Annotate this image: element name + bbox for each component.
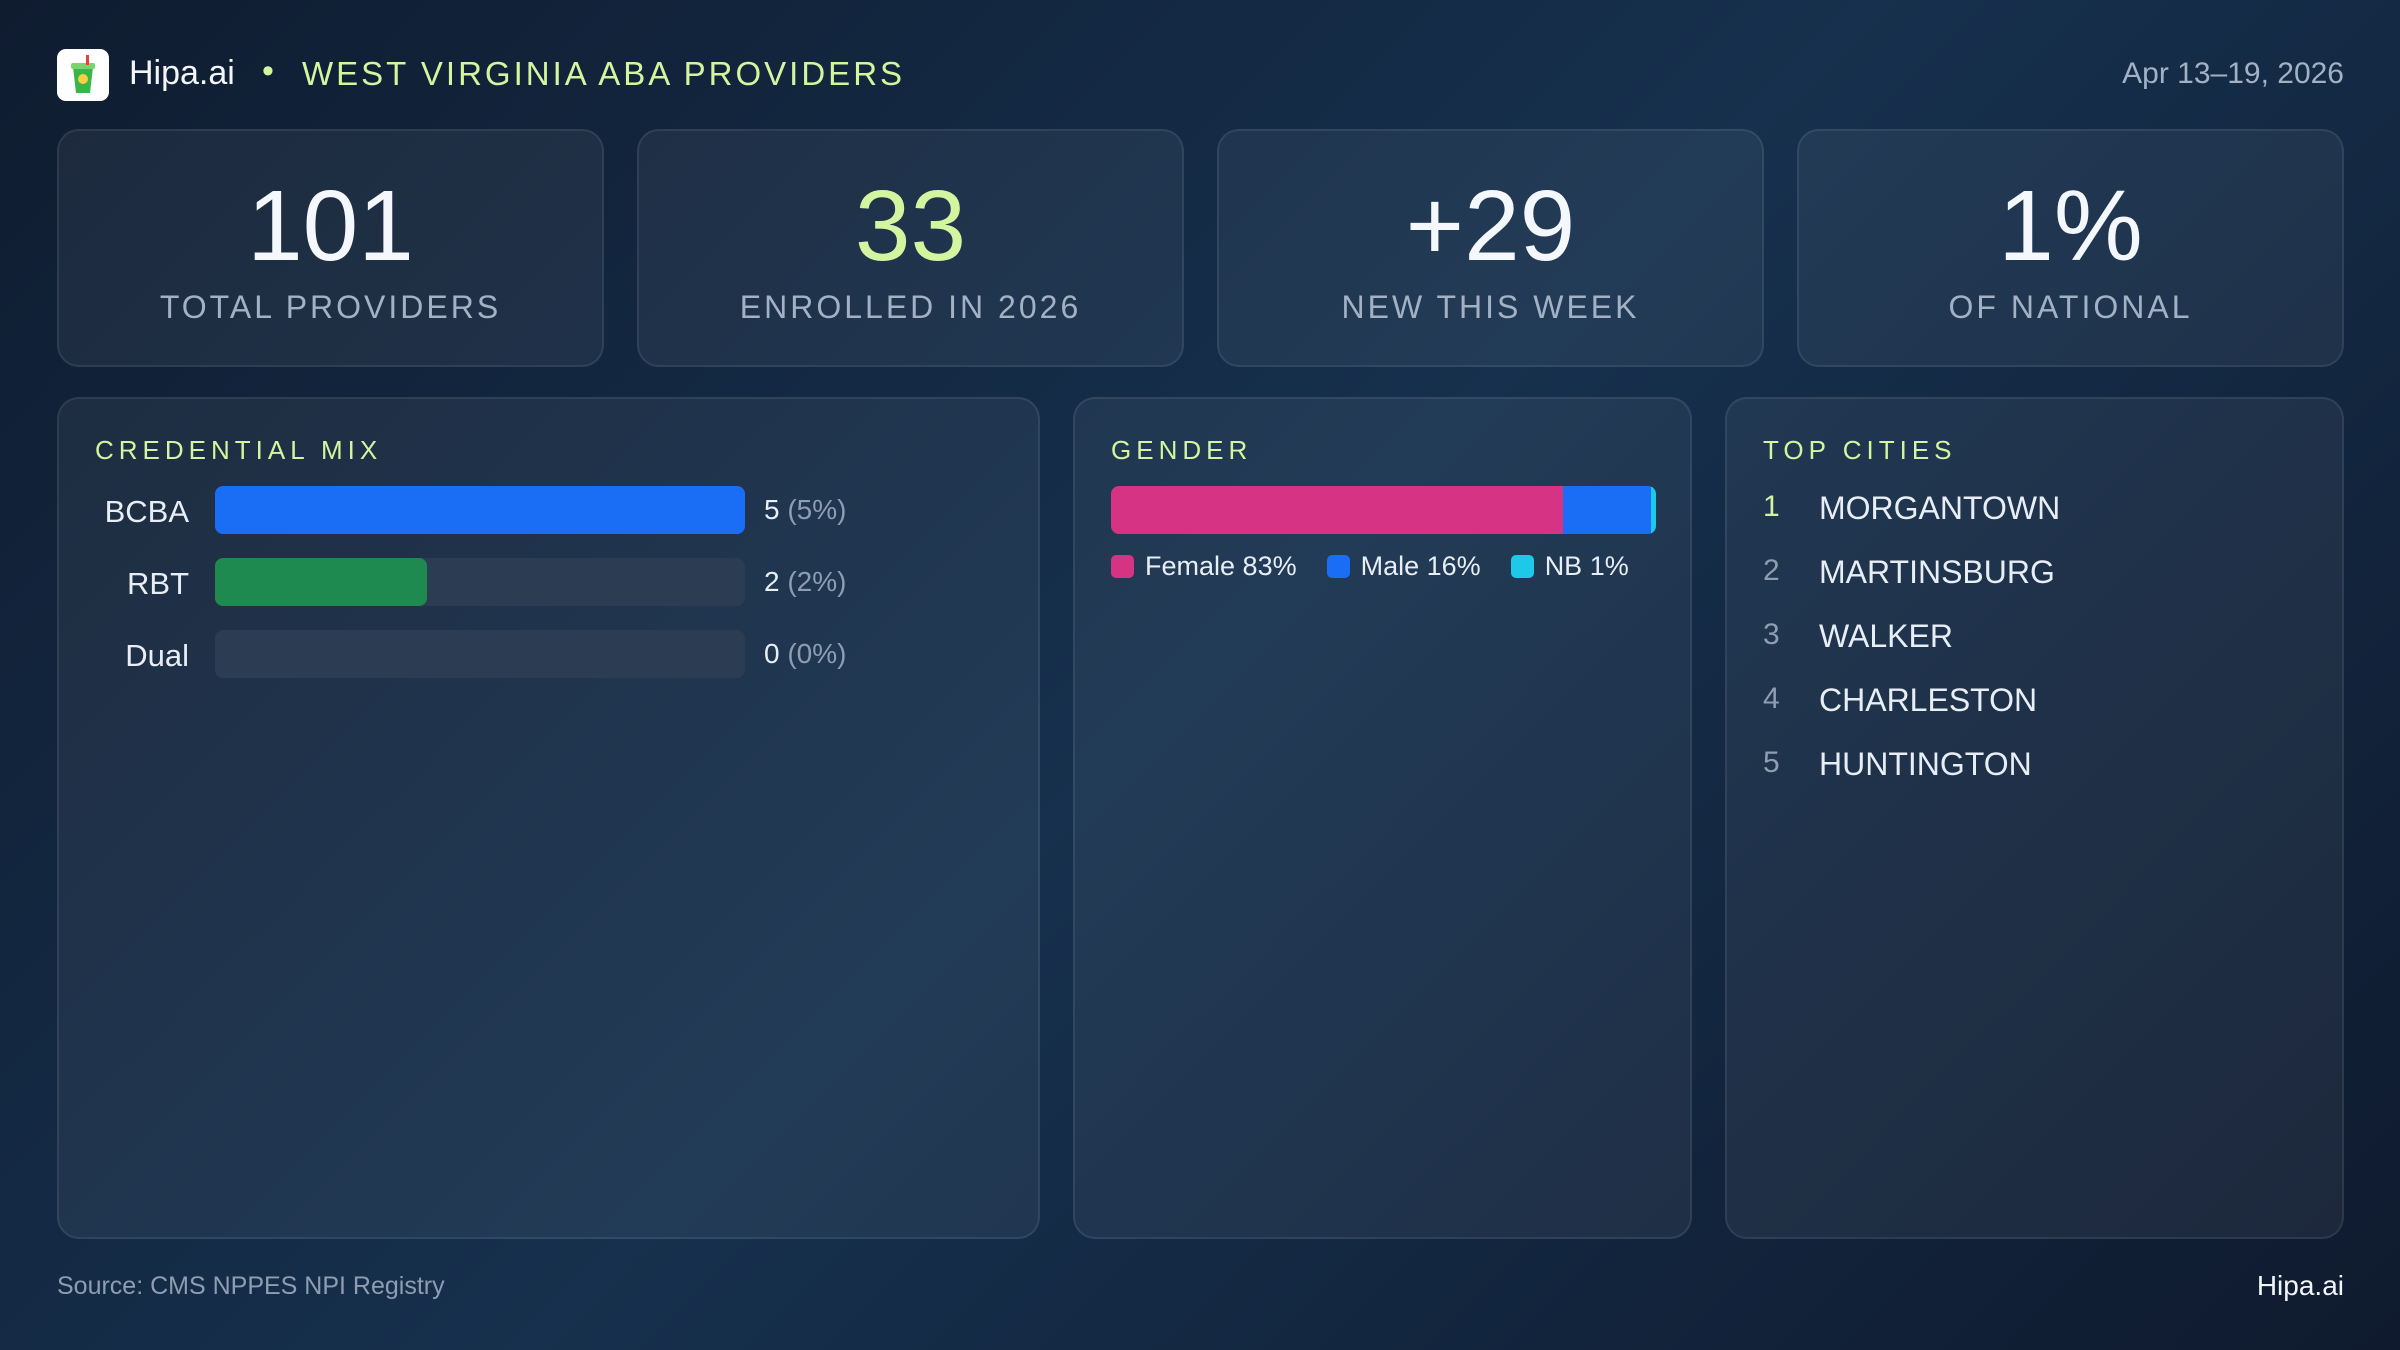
row-label: BCBA xyxy=(104,494,189,529)
footer-brand: Hipa.ai xyxy=(2256,1270,2344,1301)
city-rank: 3 xyxy=(1763,618,1780,651)
kpi-card: +29 NEW THIS WEEK xyxy=(1217,129,1764,367)
row-value: 0 (0%) xyxy=(764,638,846,670)
gender-panel: GENDER Female 83% Male 16% NB 1% xyxy=(1073,397,1692,1239)
legend: Female 83% Male 16% NB 1% xyxy=(1111,551,1629,582)
city-name: MARTINSBURG xyxy=(1819,554,2055,590)
count: 5 xyxy=(764,494,780,525)
panel-title: CREDENTIAL MIX xyxy=(95,435,383,465)
legend-swatch xyxy=(1510,555,1534,578)
page-title: WEST VIRGINIA ABA PROVIDERS xyxy=(302,55,906,92)
share: (0%) xyxy=(787,638,847,669)
gap xyxy=(1235,551,1243,581)
kpi-label: ENROLLED IN 2026 xyxy=(739,289,1082,325)
credential-panel: CREDENTIAL MIX BCBA 5 (5%) RBT 2 (2%) Dual 0 … xyxy=(57,397,1040,1239)
legend-name: NB xyxy=(1544,551,1583,581)
row-label: Dual xyxy=(125,638,189,673)
row-label: RBT xyxy=(127,566,189,601)
city-rank: 1 xyxy=(1763,490,1780,523)
bar-track xyxy=(215,630,745,678)
bar-segment xyxy=(1111,486,1564,534)
panel-title: GENDER xyxy=(1111,435,1253,465)
bar xyxy=(215,486,745,534)
legend-name: Male xyxy=(1360,551,1420,581)
legend-swatch xyxy=(1111,555,1134,578)
bar xyxy=(215,558,427,606)
row-value: 2 (2%) xyxy=(764,566,846,598)
date-range: Apr 13–19, 2026 xyxy=(2122,57,2344,90)
legend-value: 83% xyxy=(1242,551,1297,581)
kpi-label: OF NATIONAL xyxy=(1948,289,2193,325)
city-name: CHARLESTON xyxy=(1819,682,2038,718)
kpi-label: NEW THIS WEEK xyxy=(1341,289,1640,325)
kpi-card: 33 ENROLLED IN 2026 xyxy=(637,129,1184,367)
gap xyxy=(1419,551,1427,581)
city-name: MORGANTOWN xyxy=(1819,490,2061,526)
legend-name: Female xyxy=(1145,551,1236,581)
kpi-value: 101 xyxy=(247,170,414,282)
legend-item: Male 16% xyxy=(1326,551,1481,582)
kpi-value: +29 xyxy=(1405,170,1576,282)
panel-title: TOP CITIES xyxy=(1763,435,1957,465)
city-rank: 2 xyxy=(1763,554,1780,587)
share: (5%) xyxy=(787,494,847,525)
legend-text: NB 1% xyxy=(1545,551,1629,582)
city-name: WALKER xyxy=(1819,618,1953,654)
legend-swatch xyxy=(1326,555,1350,578)
row-value: 5 (5%) xyxy=(764,494,846,526)
legend-value: 16% xyxy=(1426,551,1481,581)
legend-item: Female 83% xyxy=(1111,551,1297,582)
kpi-label: TOTAL PROVIDERS xyxy=(159,289,502,325)
stacked-bar xyxy=(1111,486,1656,534)
bar-track xyxy=(215,486,745,534)
legend-text: Male 16% xyxy=(1361,551,1481,582)
count: 2 xyxy=(764,566,780,597)
bar-segment xyxy=(1563,486,1651,534)
gap xyxy=(1582,551,1590,581)
city-rank: 5 xyxy=(1763,746,1780,779)
bar-track xyxy=(215,558,745,606)
city-rank: 4 xyxy=(1763,682,1780,715)
separator-dot: • xyxy=(262,52,274,90)
brand: Hipa.ai xyxy=(129,54,235,92)
legend-value: 1% xyxy=(1589,551,1629,581)
kpi-card: 1% OF NATIONAL xyxy=(1797,129,2344,367)
kpi-value: 33 xyxy=(854,170,967,282)
logo xyxy=(57,49,109,101)
source-note: Source: CMS NPPES NPI Registry xyxy=(57,1272,445,1300)
kpi-card: 101 TOTAL PROVIDERS xyxy=(57,129,604,367)
share: (2%) xyxy=(787,566,847,597)
kpi-value: 1% xyxy=(1998,170,2143,282)
bar-segment xyxy=(1650,486,1656,534)
count: 0 xyxy=(764,638,780,669)
cities-panel: TOP CITIES 1 MORGANTOWN 2 MARTINSBURG 3 WALKE… xyxy=(1725,397,2344,1239)
legend-item: NB 1% xyxy=(1510,551,1629,582)
legend-text: Female 83% xyxy=(1145,551,1297,582)
city-name: HUNTINGTON xyxy=(1819,746,2032,782)
